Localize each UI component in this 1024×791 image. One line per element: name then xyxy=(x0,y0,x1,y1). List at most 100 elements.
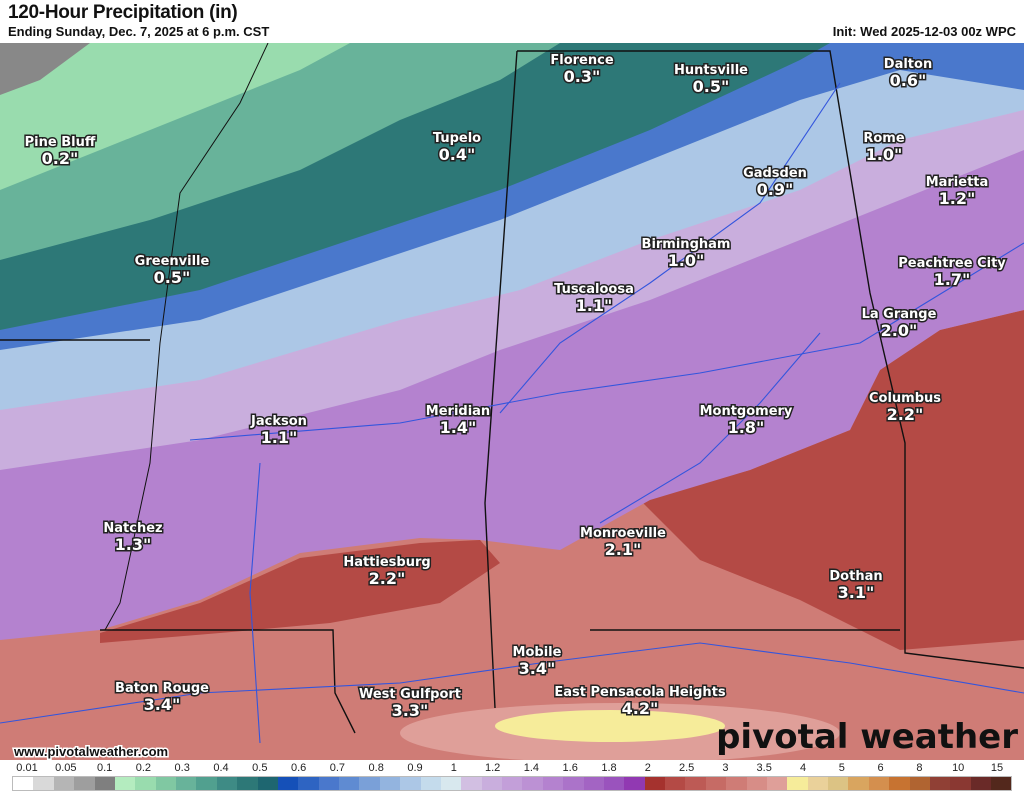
legend-swatch xyxy=(135,777,156,790)
legend-swatch xyxy=(155,777,176,790)
city-precip-value: 3.3" xyxy=(392,701,429,720)
city-name: Hattiesburg xyxy=(343,555,430,570)
city-name: Jackson xyxy=(250,414,307,429)
city-precip-value: 0.3" xyxy=(564,67,601,86)
legend-swatch xyxy=(991,777,1012,790)
city-precip-value: 0.5" xyxy=(693,77,730,96)
legend-swatch xyxy=(889,777,910,790)
legend-swatch xyxy=(787,777,808,790)
legend-swatch xyxy=(502,777,523,790)
city-precip-value: 1.1" xyxy=(261,428,298,447)
legend-swatch xyxy=(339,777,360,790)
legend-swatch xyxy=(929,777,951,790)
city-precip-value: 1.2" xyxy=(939,189,976,208)
city-precip-value: 2.0" xyxy=(881,321,918,340)
legend-swatch xyxy=(196,777,217,790)
city-precip-value: 1.7" xyxy=(934,270,971,289)
legend-swatch xyxy=(481,777,502,790)
city-precip-value: 1.1" xyxy=(576,296,613,315)
legend-tick-label: 8 xyxy=(916,762,923,774)
legend-tick-label: 0.9 xyxy=(407,762,423,774)
pivotal-weather-logo: pivotal weather xyxy=(716,717,1018,757)
legend-swatch xyxy=(868,777,890,790)
legend-tick-label: 0.4 xyxy=(213,762,229,774)
city-name: Mobile xyxy=(513,645,562,660)
legend-tick-label: 0.6 xyxy=(290,762,307,774)
state-borders xyxy=(0,43,1024,734)
legend-swatch xyxy=(705,777,727,790)
city-name: Peachtree City xyxy=(898,256,1006,271)
legend-swatch xyxy=(950,777,971,790)
city-precip-value: 0.6" xyxy=(890,71,927,90)
city-name: Dalton xyxy=(884,57,932,72)
city-precip-value: 0.4" xyxy=(439,145,476,164)
city-name: Baton Rouge xyxy=(115,681,209,696)
city-precip-value: 2.2" xyxy=(887,405,924,424)
legend-tick-label: 1.2 xyxy=(484,762,501,774)
legend-swatch xyxy=(359,777,380,790)
legend-tick-label: 2 xyxy=(644,762,651,774)
city-precip-value: 1.0" xyxy=(866,145,903,164)
city-name: La Grange xyxy=(862,307,937,322)
legend-swatch xyxy=(603,777,625,790)
legend-tick-label: 0.7 xyxy=(329,762,346,774)
city-precip-value: 3.4" xyxy=(519,659,556,678)
legend-tick-label: 3 xyxy=(722,762,729,774)
city-name: Marietta xyxy=(926,175,989,190)
legend-swatch xyxy=(33,777,54,790)
legend-swatch xyxy=(909,777,930,790)
city-name: Montgomery xyxy=(700,404,793,419)
legend-tick-label: 0.8 xyxy=(368,762,384,774)
city-name: Dothan xyxy=(829,569,882,584)
legend-tick-label: 0.05 xyxy=(55,762,77,774)
legend-swatch xyxy=(807,777,828,790)
legend-swatch xyxy=(624,777,645,790)
legend-swatch xyxy=(848,777,869,790)
legend-swatch xyxy=(420,777,441,790)
city-precip-value: 3.1" xyxy=(838,583,875,602)
legend-swatch xyxy=(542,777,564,790)
website-label: www.pivotalweather.com xyxy=(13,744,168,759)
legend-tick-label: 0.2 xyxy=(135,762,152,774)
legend-swatch xyxy=(94,777,115,790)
legend-tick-label: 1 xyxy=(450,762,457,774)
legend-tick-label: 3.5 xyxy=(756,762,772,774)
city-name: Florence xyxy=(550,53,613,68)
legend-swatch xyxy=(318,777,339,790)
legend-swatch xyxy=(440,777,462,790)
city-precip-value: 1.3" xyxy=(115,535,152,554)
city-name: Monroeville xyxy=(580,526,666,541)
city-precip-value: 1.0" xyxy=(668,251,705,270)
legend-swatch xyxy=(379,777,401,790)
city-precip-value: 2.1" xyxy=(605,540,642,559)
legend-swatch xyxy=(685,777,706,790)
city-precip-value: 1.4" xyxy=(440,418,477,437)
legend-swatch xyxy=(74,777,95,790)
legend-swatch xyxy=(114,777,136,790)
map-title: 120-Hour Precipitation (in) xyxy=(8,2,238,23)
legend-tick-label: 1.6 xyxy=(562,762,578,774)
legend-tick-label: 1.4 xyxy=(523,762,540,774)
rivers xyxy=(0,82,1024,744)
legend-colorbar xyxy=(12,776,1012,791)
legend-swatch xyxy=(13,777,34,790)
legend-tick-label: 4 xyxy=(799,762,807,774)
legend-swatch xyxy=(400,777,421,790)
legend-swatch xyxy=(644,777,665,790)
